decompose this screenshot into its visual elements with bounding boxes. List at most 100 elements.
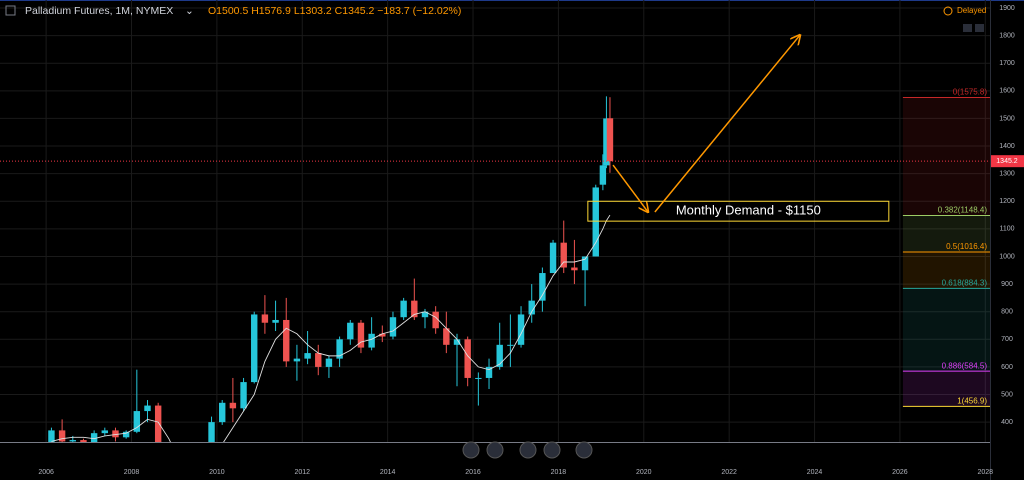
y-tick-label: 500 (1001, 391, 1013, 398)
candle-body (379, 333, 386, 337)
candle-body (240, 382, 247, 409)
candle-body (453, 339, 461, 345)
candle-body (261, 314, 269, 323)
expand-icon[interactable] (5, 5, 16, 16)
candle-body (208, 422, 215, 442)
candle-body (592, 187, 599, 257)
candle-body (357, 322, 365, 348)
candle-body (475, 377, 482, 379)
fib-zone (902, 371, 990, 407)
y-tick-label: 1300 (999, 170, 1015, 177)
fib-label: 1(456.9) (957, 397, 987, 406)
settings-button[interactable] (975, 24, 984, 32)
fib-zone (902, 97, 990, 216)
settings-button[interactable] (963, 24, 972, 32)
reset[interactable] (575, 441, 593, 459)
arrow (654, 35, 800, 213)
candle-body (603, 118, 610, 166)
fib-label: 0.886(584.5) (942, 361, 988, 370)
candle-body (496, 344, 503, 367)
candle-body (229, 402, 237, 409)
candle-body (112, 430, 119, 438)
fib-label: 0.382(1148.4) (938, 206, 988, 215)
fib-zone (902, 251, 990, 289)
candle-body (432, 311, 439, 329)
candle-body (101, 430, 109, 434)
x-tick-label: 2016 (465, 469, 481, 476)
candle-body (517, 314, 525, 345)
candle-body (251, 314, 258, 383)
fib-zone (902, 288, 990, 372)
moving-average (51, 214, 611, 442)
chart-title: Palladium Futures, 1M, NYMEX (25, 5, 173, 17)
y-tick-label: 1900 (999, 5, 1015, 12)
menu-arrow[interactable]: ⌄ (185, 5, 194, 17)
y-tick-label: 800 (1001, 309, 1013, 316)
candle-body (336, 339, 343, 359)
y-tick-label: 1800 (999, 32, 1015, 39)
candle-body (154, 405, 162, 442)
candle-body (48, 430, 55, 442)
candle-body (464, 339, 471, 378)
y-tick-label: 1100 (999, 226, 1014, 233)
candle-body (144, 405, 151, 412)
y-tick-label: 700 (1001, 336, 1013, 343)
candle-body (325, 358, 333, 367)
delayed-icon (943, 6, 953, 16)
candle-body (571, 267, 578, 271)
candle-body (283, 319, 290, 362)
candle-body (90, 433, 98, 442)
candle-body (122, 431, 130, 438)
y-tick-label: 600 (1001, 364, 1013, 371)
candle-body (272, 319, 279, 323)
zoom-in[interactable] (486, 441, 504, 459)
candle-body (133, 411, 141, 432)
last-price-label: 1345.2 (996, 158, 1018, 165)
scroll-left[interactable] (519, 441, 537, 459)
x-tick-label: 2012 (294, 469, 310, 476)
y-tick-label: 1700 (999, 60, 1015, 67)
candle-body (549, 242, 557, 274)
nav-controls (462, 441, 593, 459)
x-tick-label: 2022 (721, 469, 737, 476)
y-tick-label: 1600 (999, 88, 1015, 95)
last-price-tag (991, 155, 1024, 168)
fib-label: 0(1575.8) (953, 88, 988, 97)
y-tick-label: 1200 (999, 198, 1015, 205)
candle-body (69, 440, 76, 442)
status: Delayed (957, 6, 986, 15)
x-tick-label: 2028 (978, 469, 994, 476)
fib-label: 0.618(884.3) (942, 279, 988, 288)
annotation: Monthly Demand - $1150 (676, 203, 821, 218)
x-tick-label: 2018 (551, 469, 567, 476)
x-tick-label: 2020 (636, 469, 652, 476)
x-tick-label: 2008 (124, 469, 140, 476)
x-tick-label: 2014 (380, 469, 396, 476)
candle-body (219, 402, 226, 423)
fib-zone (902, 215, 990, 252)
candle-body (304, 353, 311, 359)
candle-body (560, 242, 567, 268)
candle-body (443, 328, 450, 345)
candle-body (421, 311, 429, 318)
candle-body (528, 300, 535, 315)
candle-body (599, 165, 607, 185)
arrow (612, 164, 648, 212)
candle-body (539, 273, 546, 301)
y-tick-label: 1500 (999, 115, 1015, 122)
zoom-out[interactable] (462, 441, 480, 459)
candle-body (606, 118, 614, 162)
plot-area (0, 35, 990, 442)
ohlc-legend: O1500.5 H1576.9 L1303.2 C1345.2 −183.7 (… (208, 5, 461, 17)
candle-body (400, 300, 407, 318)
candle-body (80, 440, 87, 442)
fib-label: 0.5(1016.4) (946, 242, 987, 251)
candle-body (485, 366, 493, 378)
y-tick-label: 1400 (999, 143, 1015, 150)
candle-body (58, 430, 66, 442)
candle-body (389, 317, 397, 337)
scroll-right[interactable] (543, 441, 561, 459)
candle-body (507, 344, 514, 346)
x-tick-label: 2010 (209, 469, 225, 476)
